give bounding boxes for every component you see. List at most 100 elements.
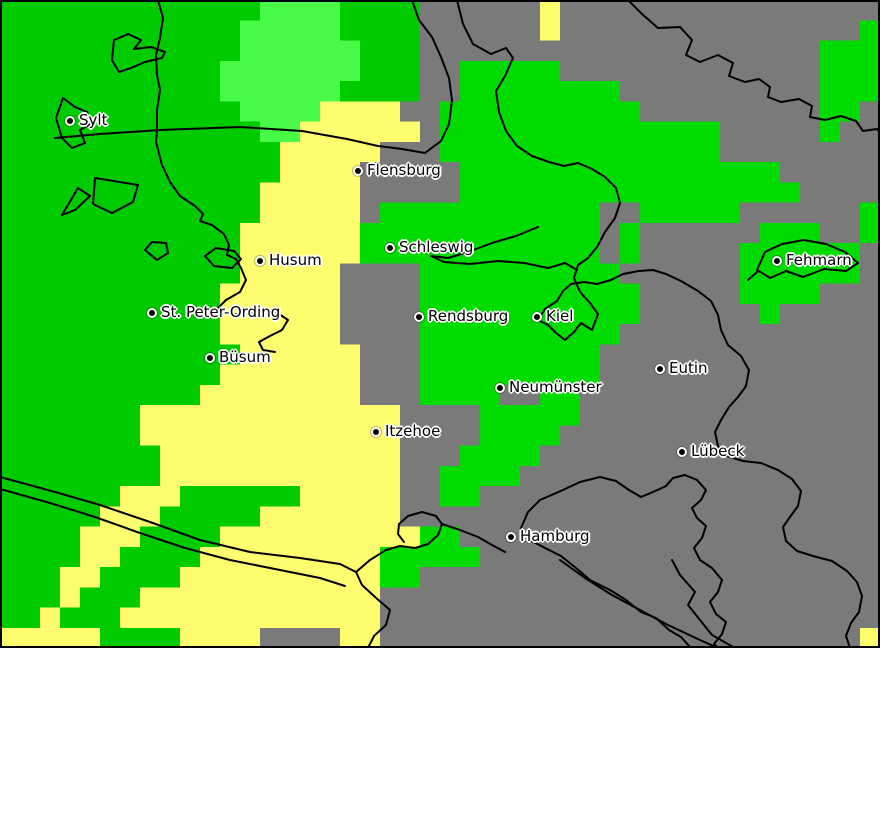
weather-cell-rain_mid xyxy=(0,60,220,82)
weather-cell-rain_bright xyxy=(760,222,820,244)
coastline-layer xyxy=(0,0,880,648)
weather-cell-rain_mid xyxy=(180,486,300,507)
weather-cell-rain_bright xyxy=(740,243,860,264)
weather-cell-rain_light xyxy=(260,121,300,143)
weather-cell-cloud xyxy=(420,20,540,41)
weather-cell-fog xyxy=(140,405,400,426)
weather-cell-cloud xyxy=(480,546,880,568)
weather-cell-rain_bright xyxy=(640,202,740,224)
weather-cell-cloud xyxy=(860,263,880,284)
weather-cell-rain_bright xyxy=(460,445,540,467)
weather-cell-rain_mid xyxy=(120,546,200,568)
weather-cell-cloud xyxy=(640,222,760,244)
city-dot xyxy=(353,166,363,176)
city-label: Büsum xyxy=(219,348,271,366)
city-dot xyxy=(655,364,665,374)
weather-cell-rain_bright xyxy=(620,222,640,244)
weather-cell-cloud xyxy=(400,506,880,527)
weather-cell-cloud xyxy=(360,182,460,203)
weather-cell-rain_bright xyxy=(360,243,600,264)
weather-cell-rain_bright xyxy=(460,162,780,183)
weather-cell-fog xyxy=(60,567,100,588)
coastline-path-county-line xyxy=(155,0,289,353)
weather-cell-cloud xyxy=(540,445,880,467)
city-label: Itzehoe xyxy=(385,422,441,440)
weather-cell-cloud xyxy=(480,486,880,507)
weather-cell-fog xyxy=(120,607,380,629)
weather-cell-rain_bright xyxy=(480,425,560,446)
weather-cell-rain_bright xyxy=(440,465,520,487)
weather-cell-rain_mid xyxy=(0,81,220,102)
weather-cell-rain_mid xyxy=(0,344,240,365)
weather-cell-rain_bright xyxy=(420,344,600,365)
weather-cell-cloud xyxy=(420,567,880,588)
weather-cell-rain_bright xyxy=(740,283,820,305)
weather-cell-rain_mid xyxy=(0,546,80,568)
weather-cell-cloud xyxy=(600,364,880,386)
weather-cell-rain_bright xyxy=(420,303,640,325)
weather-cell-cloud xyxy=(360,384,420,406)
weather-cell-rain_light xyxy=(260,0,340,21)
weather-cell-cloud xyxy=(600,202,640,224)
weather-cell-cloud xyxy=(400,445,460,467)
city-label: Kiel xyxy=(546,307,574,325)
weather-cell-rain_light xyxy=(240,40,360,62)
weather-cell-fog xyxy=(180,567,380,588)
weather-cell-cloud xyxy=(520,465,880,487)
weather-cell-rain_bright xyxy=(460,60,560,82)
weather-cell-fog xyxy=(260,202,360,224)
weather-cell-rain_bright xyxy=(440,101,640,122)
weather-cell-rain_mid xyxy=(0,445,160,467)
weather-cell-cloud xyxy=(580,384,880,406)
map-canvas xyxy=(0,0,880,648)
weather-cell-cloud xyxy=(340,283,420,305)
weather-cell-rain_mid xyxy=(0,202,260,224)
weather-cell-fog xyxy=(300,121,420,143)
weather-cell-cloud xyxy=(420,0,540,21)
weather-cell-rain_mid xyxy=(0,182,260,203)
weather-cell-rain_mid xyxy=(160,506,260,527)
weather-cell-fog xyxy=(220,283,340,305)
weather-cell-cloud xyxy=(360,364,420,386)
weather-cell-fog xyxy=(60,587,80,608)
city-label: Husum xyxy=(269,251,322,269)
weather-cell-cloud xyxy=(800,182,880,203)
weather-cell-cloud xyxy=(560,20,860,41)
weather-cell-fog xyxy=(100,506,160,527)
weather-cell-rain_mid xyxy=(340,0,420,21)
weather-cell-cloud xyxy=(500,384,540,406)
weather-cell-fog xyxy=(280,162,360,183)
weather-cell-rain_bright xyxy=(420,283,640,305)
weather-cell-cloud xyxy=(380,607,880,629)
weather-cell-rain_mid xyxy=(0,587,60,608)
weather-cell-rain_bright xyxy=(380,202,600,224)
weather-cell-cloud xyxy=(600,222,620,244)
city-dot xyxy=(255,256,265,266)
weather-cell-fog xyxy=(260,182,360,203)
weather-cell-rain_bright xyxy=(420,263,620,284)
weather-cell-rain_mid xyxy=(0,263,240,284)
weather-cell-cloud xyxy=(340,303,420,325)
weather-cell-cloud xyxy=(360,202,380,224)
weather-cell-cloud xyxy=(420,60,460,82)
weather-cell-cloud xyxy=(740,202,860,224)
city-label: Lübeck xyxy=(691,442,745,460)
weather-cell-cloud xyxy=(820,283,880,305)
coastline-path-elbe-south-bank xyxy=(0,488,346,587)
weather-cell-cloud xyxy=(560,0,880,21)
weather-cell-rain_mid xyxy=(0,607,40,629)
weather-cell-rain_bright xyxy=(460,182,800,203)
weather-cell-cloud xyxy=(620,81,820,102)
city-dot xyxy=(147,308,157,318)
weather-cell-cloud xyxy=(840,121,880,143)
weather-cell-cloud xyxy=(400,405,480,426)
weather-cell-fog xyxy=(140,587,380,608)
weather-cell-fog xyxy=(240,344,360,365)
weather-cell-rain_mid xyxy=(0,0,260,21)
weather-cell-fog xyxy=(200,384,360,406)
weather-cell-rain_mid xyxy=(0,526,80,548)
weather-cell-cloud xyxy=(360,162,460,183)
map-footer: Signifikantes Wetter So, 08.03.2026 01:0… xyxy=(0,648,880,830)
weather-cell-cloud xyxy=(600,243,620,264)
weather-cell-cloud xyxy=(380,627,860,648)
